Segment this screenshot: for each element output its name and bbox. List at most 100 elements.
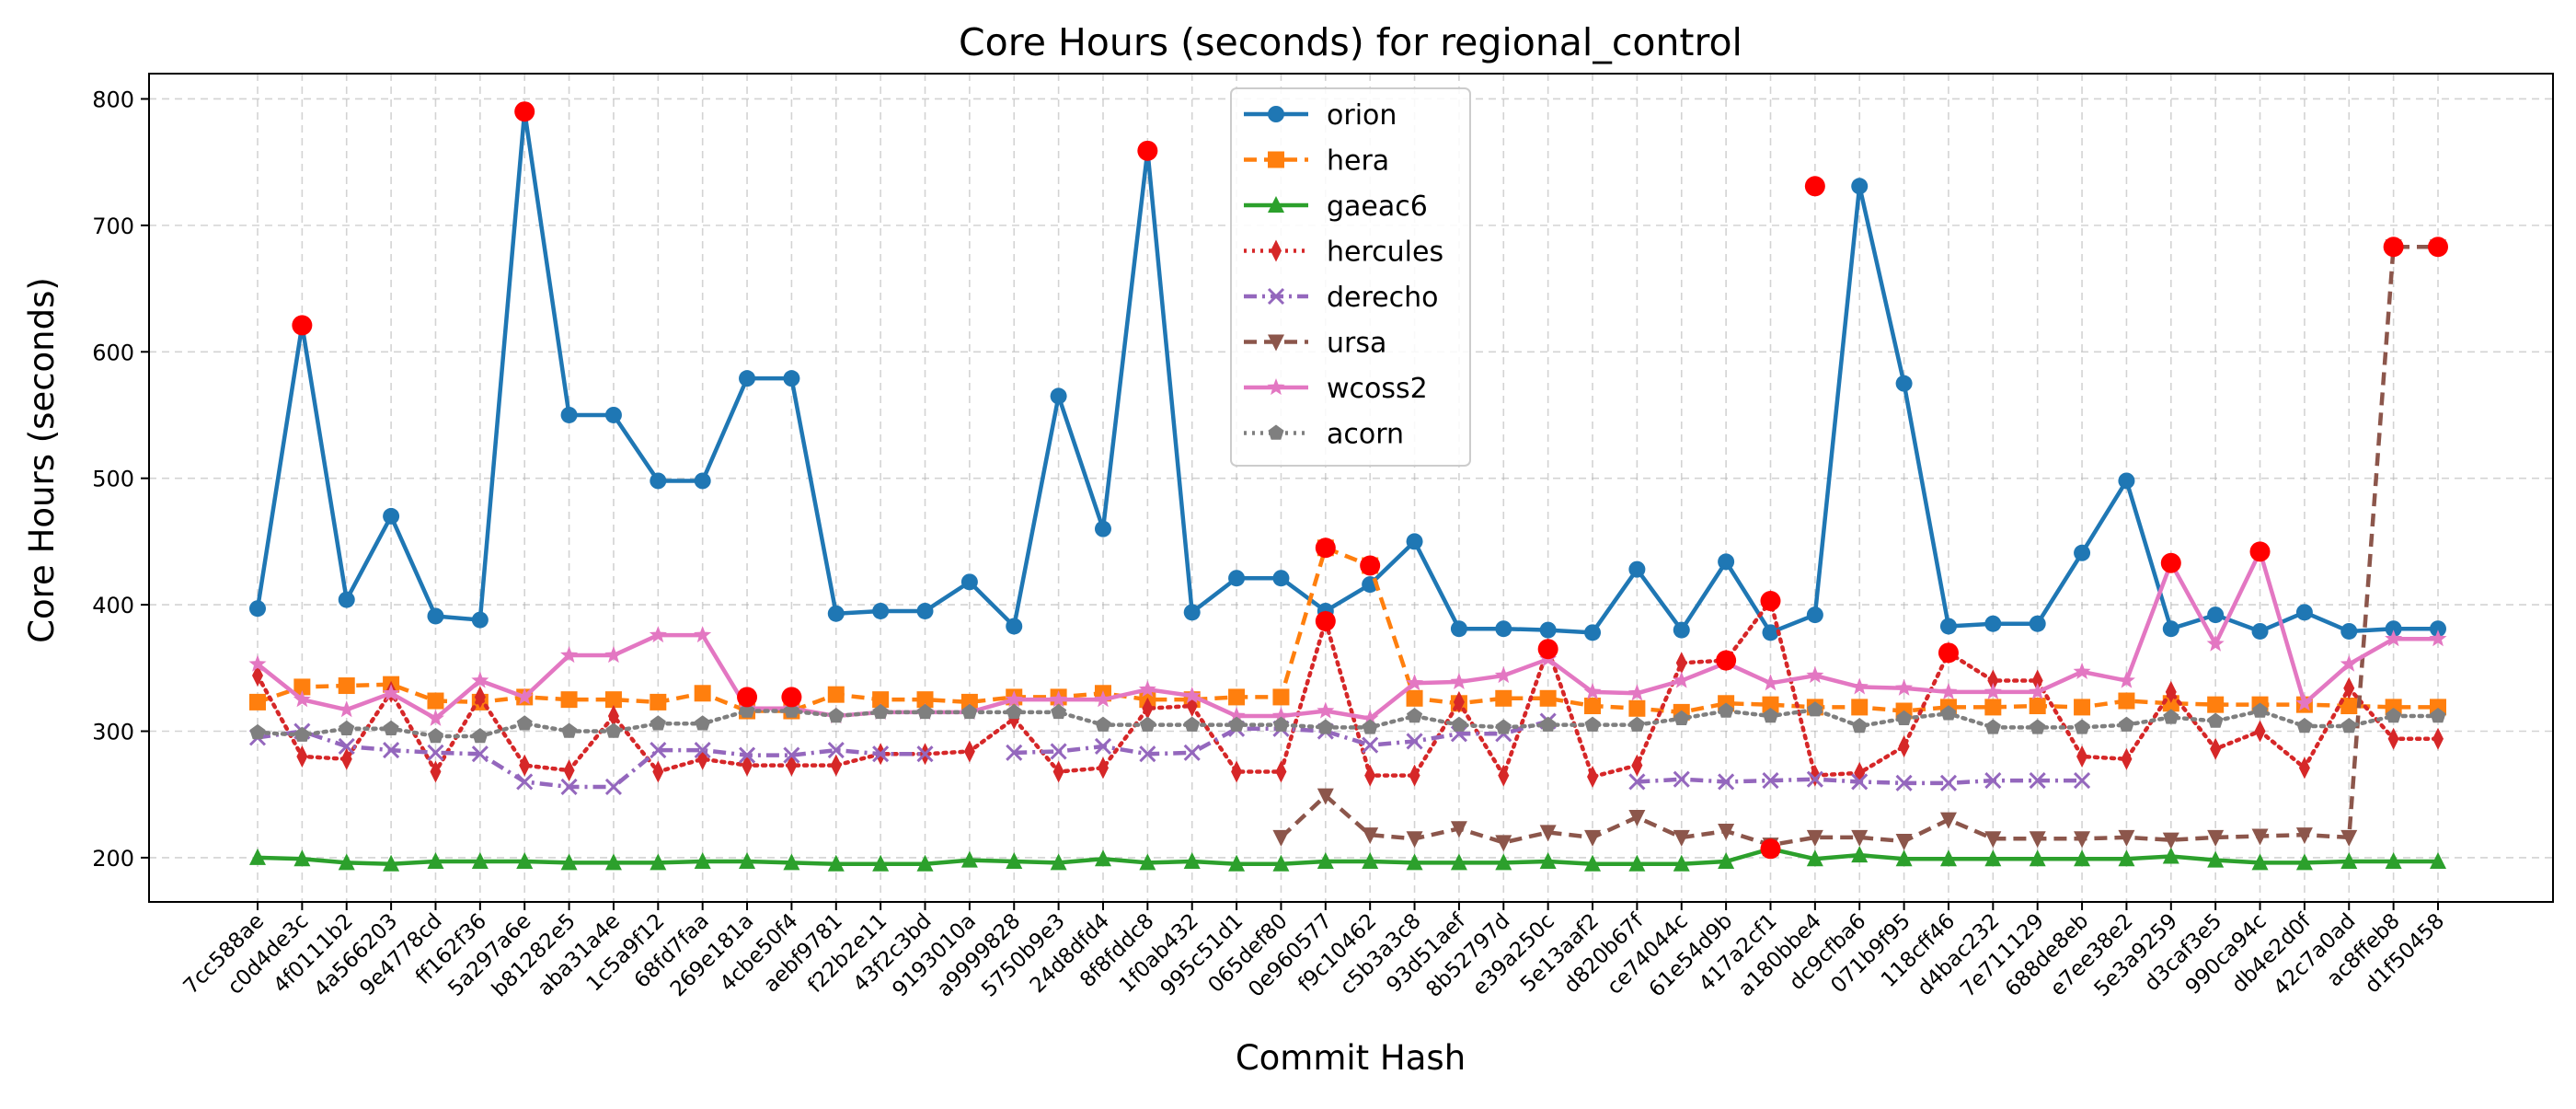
data-point-hera (2074, 699, 2091, 716)
data-point-wcoss2 (1271, 707, 1290, 724)
data-point-derecho (1939, 774, 1958, 791)
data-point-gaeac6 (1183, 852, 1201, 870)
data-point-ursa (1272, 829, 1290, 847)
data-point-derecho (872, 745, 890, 763)
data-point-acorn (1406, 708, 1423, 723)
data-point-acorn (1940, 705, 1957, 721)
data-point-hercules (474, 686, 486, 709)
data-point-hera (1984, 699, 2002, 716)
data-point-orion (2074, 544, 2091, 561)
legend-item-derecho: derecho (1244, 282, 1439, 314)
data-point-hercules (2432, 727, 2444, 750)
legend-item-gaeac6: gaeac6 (1244, 191, 1428, 223)
legend-item-hercules: hercules (1244, 237, 1443, 269)
data-point-hercules (1097, 757, 1109, 780)
data-point-wcoss2 (426, 709, 444, 726)
data-point-gaeac6 (783, 853, 800, 871)
data-point-gaeac6 (1317, 852, 1334, 870)
series-line-orion (255, 109, 2438, 635)
data-point-hercules (340, 747, 352, 770)
plot-frame (148, 73, 2554, 903)
data-point-ursa (1939, 812, 1957, 829)
highlight-point (781, 687, 802, 708)
data-point-gaeac6 (2118, 849, 2135, 867)
data-point-orion (1718, 553, 1735, 571)
data-point-orion (383, 507, 400, 525)
data-point-acorn (783, 702, 799, 718)
data-point-gaeac6 (471, 852, 489, 870)
data-point-gaeac6 (2162, 847, 2179, 864)
data-point-gaeac6 (1718, 852, 1735, 870)
data-point-derecho (827, 742, 845, 759)
data-point-wcoss2 (2073, 662, 2091, 680)
data-point-hercules (296, 745, 308, 768)
y-tick-label: 200 (92, 846, 134, 872)
data-point-orion (2029, 615, 2046, 632)
data-point-orion (2162, 620, 2179, 638)
data-point-derecho (738, 746, 756, 764)
data-point-orion (2385, 620, 2402, 638)
data-point-ursa (2074, 831, 2091, 849)
data-point-acorn (1628, 716, 1645, 732)
data-point-wcoss2 (293, 690, 311, 708)
data-point-derecho (1984, 772, 2002, 790)
data-point-acorn (872, 703, 889, 720)
data-point-hercules (1142, 697, 1154, 720)
data-point-orion (1851, 178, 1869, 195)
data-point-wcoss2 (1450, 672, 1468, 690)
data-point-wcoss2 (515, 687, 534, 705)
data-point-gaeac6 (1362, 852, 1379, 870)
data-point-orion (1006, 618, 1023, 635)
data-point-derecho (694, 742, 711, 759)
data-point-hercules (1409, 764, 1420, 787)
data-point-orion (2430, 620, 2446, 638)
data-point-ursa (1984, 831, 2002, 849)
data-point-derecho (560, 778, 578, 796)
legend-box (1230, 87, 1471, 467)
legend: orion hera gaeac6 hercules derecho ursa wcoss2… (1230, 87, 1471, 467)
highlight-point (2160, 552, 2181, 573)
legend-marker-acorn (1268, 424, 1284, 440)
data-point-orion (338, 591, 355, 608)
data-point-gaeac6 (1006, 852, 1023, 870)
data-point-derecho (1094, 737, 1112, 756)
data-point-hera (1228, 688, 1246, 706)
highlight-point (1537, 639, 1558, 660)
data-point-gaeac6 (1628, 854, 1646, 872)
data-point-ursa (2162, 832, 2179, 849)
data-point-orion (1984, 615, 2002, 632)
legend-label-ursa: ursa (1327, 328, 1386, 360)
data-point-acorn (1896, 710, 1913, 726)
data-point-wcoss2 (1005, 690, 1023, 708)
data-point-ursa (1718, 824, 1735, 841)
data-point-orion (1094, 520, 1111, 537)
data-point-acorn (2163, 709, 2179, 724)
legend-item-orion: orion (1244, 99, 1397, 132)
data-point-hera (2207, 696, 2225, 713)
data-point-hera (1406, 689, 1423, 707)
data-point-derecho (338, 737, 355, 756)
data-point-hercules (1498, 764, 1510, 787)
data-point-ursa (2118, 829, 2135, 847)
data-point-wcoss2 (1673, 671, 1691, 688)
data-point-ursa (1584, 829, 1602, 847)
data-point-gaeac6 (916, 854, 934, 872)
y-tick-label: 800 (92, 87, 134, 112)
data-point-gaeac6 (1673, 854, 1690, 872)
data-point-gaeac6 (739, 852, 756, 870)
data-point-orion (1939, 618, 1957, 635)
data-point-ursa (1673, 829, 1690, 847)
data-point-acorn (916, 703, 934, 720)
data-point-hera (560, 691, 578, 709)
data-point-wcoss2 (382, 684, 400, 701)
legend-label-orion: orion (1327, 99, 1397, 132)
data-point-gaeac6 (650, 853, 667, 871)
series-line-wcoss2 (256, 549, 2438, 722)
data-point-derecho (1628, 773, 1646, 791)
data-point-gaeac6 (560, 853, 578, 871)
data-point-derecho (383, 742, 400, 759)
data-point-acorn (1139, 716, 1156, 732)
data-point-gaeac6 (1495, 853, 1512, 871)
data-point-wcoss2 (2206, 634, 2225, 652)
data-point-acorn (561, 722, 578, 738)
